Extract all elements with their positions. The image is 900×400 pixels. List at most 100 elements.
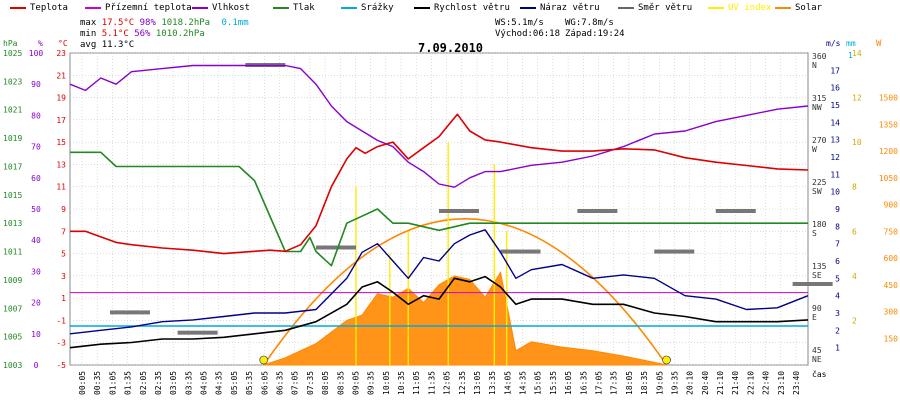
y-tick-mm: 1 [848, 51, 853, 60]
x-tick-label: 14:05 [503, 371, 512, 395]
x-tick-label: 01:35 [124, 371, 133, 395]
x-tick-label: 08:35 [336, 371, 345, 395]
y-tick-w: 1350 [879, 120, 898, 129]
y-tick-degc: 21 [56, 71, 66, 80]
series-wind-dir-segment [715, 209, 756, 213]
series-rychlost-vetru [69, 275, 809, 349]
y-tick-pct: 90 [31, 80, 41, 89]
y-tick-degc: 11 [56, 183, 66, 192]
stat-min-temp: 5.1°C [101, 29, 129, 39]
stat-avg-label: avg [80, 40, 97, 50]
y-tick-hpa: 1009 [3, 276, 22, 285]
y-tick-ms: 14 [830, 118, 840, 127]
y-tick-ms: 5 [835, 274, 840, 283]
y-tick-degc: -5 [56, 361, 66, 370]
y-tick-dir: 360 [812, 52, 827, 61]
y-tick-uv: 2 [852, 316, 857, 325]
x-tick-label: 12:35 [458, 371, 467, 395]
y-tick-degc: 3 [61, 272, 66, 281]
x-tick-label: 13:05 [473, 371, 482, 395]
y-tick-dir: 180 [812, 220, 827, 229]
stat-min-hum: 56% [134, 29, 151, 39]
x-tick-label: 10:35 [397, 371, 406, 395]
y-tick-pct: 40 [31, 236, 41, 245]
y-tick-ms: 7 [835, 240, 840, 249]
y-tick-ms: 10 [830, 188, 840, 197]
y-tick-ms: 4 [835, 292, 840, 301]
plot-area [69, 52, 809, 366]
legend-label: Rychlost větru [434, 3, 510, 13]
stat-max-press: 1018.2hPa [161, 18, 211, 28]
legend: Teplota Přízemní teplota Vlhkost Tlak Sr… [0, 0, 900, 16]
y-tick-ms: 11 [830, 170, 840, 179]
x-tick-label: 13:35 [488, 371, 497, 395]
legend-item-solar: Solar [775, 3, 822, 13]
y-tick-pct: 60 [31, 174, 41, 183]
y-tick-ms: 12 [830, 153, 840, 162]
x-tick-label: 17:35 [610, 371, 619, 395]
x-tick-label: 04:35 [215, 371, 224, 395]
y-tick-ms: 15 [830, 101, 840, 110]
stat-rain: 0.1mm [221, 18, 249, 28]
y-tick-hpa: 1013 [3, 219, 22, 228]
series-wind-dir-segment [316, 245, 356, 250]
y-tick-w: 750 [884, 227, 899, 236]
y-tick-hpa: 1017 [3, 162, 22, 171]
y-tick-w: 1050 [879, 174, 898, 183]
legend-label: Solar [795, 3, 823, 13]
y-tick-degc: 7 [61, 227, 66, 236]
y-tick-hpa: 1011 [3, 248, 22, 257]
x-tick-label: 04:05 [200, 371, 209, 395]
x-tick-label: 22:40 [762, 371, 771, 395]
stat-min-press: 1010.2hPa [155, 29, 205, 39]
x-tick-label: 14:35 [519, 371, 528, 395]
x-tick-label: 00:35 [93, 371, 102, 395]
y-tick-uv: 6 [852, 227, 857, 236]
y-tick-pct: 50 [31, 205, 41, 214]
y-tick-w: 900 [884, 201, 899, 210]
stats-min-row: min 5.1°C 56% 1010.2hPa [80, 29, 205, 39]
legend-label: Teplota [30, 3, 68, 13]
y-tick-w: 150 [884, 334, 899, 343]
y-tick-dir: 315 [812, 94, 827, 103]
stat-max-hum: 98% [139, 18, 156, 28]
series-vlhkost [69, 64, 809, 188]
legend-item-smer-vetru: Směr větru [618, 3, 692, 13]
series-wind-dir-segment [109, 310, 150, 315]
series-solar-area [263, 270, 667, 366]
series-tlak [70, 151, 808, 267]
x-tick-label: 09:35 [367, 371, 376, 395]
y-tick-degc: 15 [56, 138, 66, 147]
legend-item-uv-index: UV index [708, 3, 771, 13]
y-tick-pct: 80 [31, 111, 41, 120]
x-tick-label: 21:40 [731, 371, 740, 395]
x-tick-label: 15:35 [549, 371, 558, 395]
y-tick-degc: -3 [56, 339, 66, 348]
y-tick-hpa: 1021 [3, 106, 22, 115]
y-tick-degc: 1 [61, 294, 66, 303]
y-tick-w: 600 [884, 254, 899, 263]
y-tick-uv: 8 [852, 183, 857, 192]
y-tick-hpa: 1023 [3, 77, 22, 86]
y-tick-ms: 1 [835, 344, 840, 353]
y-tick-dir: 90 [812, 304, 822, 313]
y-tick-hpa: 1019 [3, 134, 22, 143]
y-tick-dir: 135 [812, 262, 827, 271]
y-tick-hpa: 1025 [3, 49, 22, 58]
y-tick-dir: 225 [812, 178, 827, 187]
stat-sunset: Západ:19:24 [565, 29, 625, 39]
legend-item-naraz-vetru: Náraz větru [520, 3, 600, 13]
x-tick-label: 16:35 [579, 371, 588, 395]
y-tick-ms: 3 [835, 309, 840, 318]
x-tick-label: 07:05 [291, 371, 300, 395]
y-axis-label-ms: m/s [826, 39, 841, 48]
y-axis-label-mm: mm [846, 39, 856, 48]
series-wind-dir-segment [439, 209, 479, 213]
x-tick-label: 01:05 [108, 371, 117, 395]
x-tick-label: 07:35 [306, 371, 315, 395]
y-tick-degc: 5 [61, 250, 66, 259]
y-tick-ms: 6 [835, 257, 840, 266]
y-tick-uv: 12 [852, 94, 862, 103]
